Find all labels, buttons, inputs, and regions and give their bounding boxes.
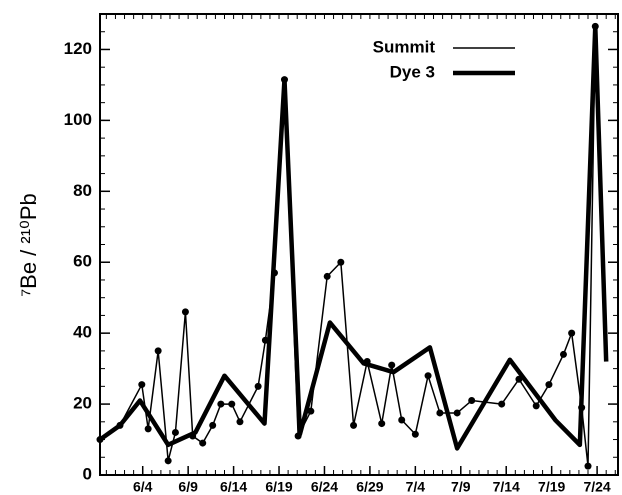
- point: [217, 400, 225, 408]
- point: [388, 361, 396, 369]
- point: [532, 402, 540, 410]
- x-tick-label: 7/14: [493, 479, 520, 495]
- y-axis-label: ⁷Be / ²¹⁰Pb: [16, 193, 41, 297]
- point: [254, 382, 262, 390]
- legend-label: Dye 3: [390, 62, 435, 81]
- point: [498, 400, 506, 408]
- point: [181, 308, 189, 316]
- point: [398, 416, 406, 424]
- legend-label: Summit: [373, 37, 436, 56]
- point: [154, 347, 162, 355]
- point: [171, 428, 179, 436]
- y-tick-label: 60: [73, 252, 92, 271]
- point: [337, 258, 345, 266]
- series-line: [99, 26, 597, 467]
- x-tick-label: 6/9: [178, 479, 198, 495]
- y-tick-label: 120: [64, 39, 92, 58]
- x-tick-label: 6/29: [356, 479, 383, 495]
- point: [236, 418, 244, 426]
- point: [138, 381, 146, 389]
- x-tick-label: 7/24: [583, 479, 610, 495]
- point: [559, 350, 567, 358]
- point: [468, 397, 476, 405]
- point: [164, 457, 172, 465]
- point: [436, 409, 444, 417]
- point: [144, 425, 152, 433]
- point: [545, 381, 553, 389]
- point: [453, 409, 461, 417]
- point: [307, 407, 315, 415]
- point: [228, 400, 236, 408]
- point: [199, 439, 207, 447]
- y-tick-label: 80: [73, 181, 92, 200]
- y-tick-label: 20: [73, 394, 92, 413]
- point: [378, 420, 386, 428]
- x-tick-label: 6/14: [220, 479, 247, 495]
- x-tick-label: 7/9: [451, 479, 471, 495]
- series-line: [98, 24, 609, 451]
- point: [209, 421, 217, 429]
- y-tick-label: 0: [83, 464, 92, 483]
- point: [568, 329, 576, 337]
- x-tick-label: 6/24: [311, 479, 338, 495]
- point: [323, 272, 331, 280]
- point: [350, 421, 358, 429]
- y-tick-label: 40: [73, 323, 92, 342]
- x-tick-label: 6/4: [133, 479, 153, 495]
- x-tick-label: 7/19: [538, 479, 565, 495]
- x-tick-label: 6/19: [265, 479, 292, 495]
- y-tick-label: 100: [64, 110, 92, 129]
- point: [424, 372, 432, 380]
- point: [411, 430, 419, 438]
- point: [584, 462, 592, 470]
- x-tick-label: 7/4: [406, 479, 426, 495]
